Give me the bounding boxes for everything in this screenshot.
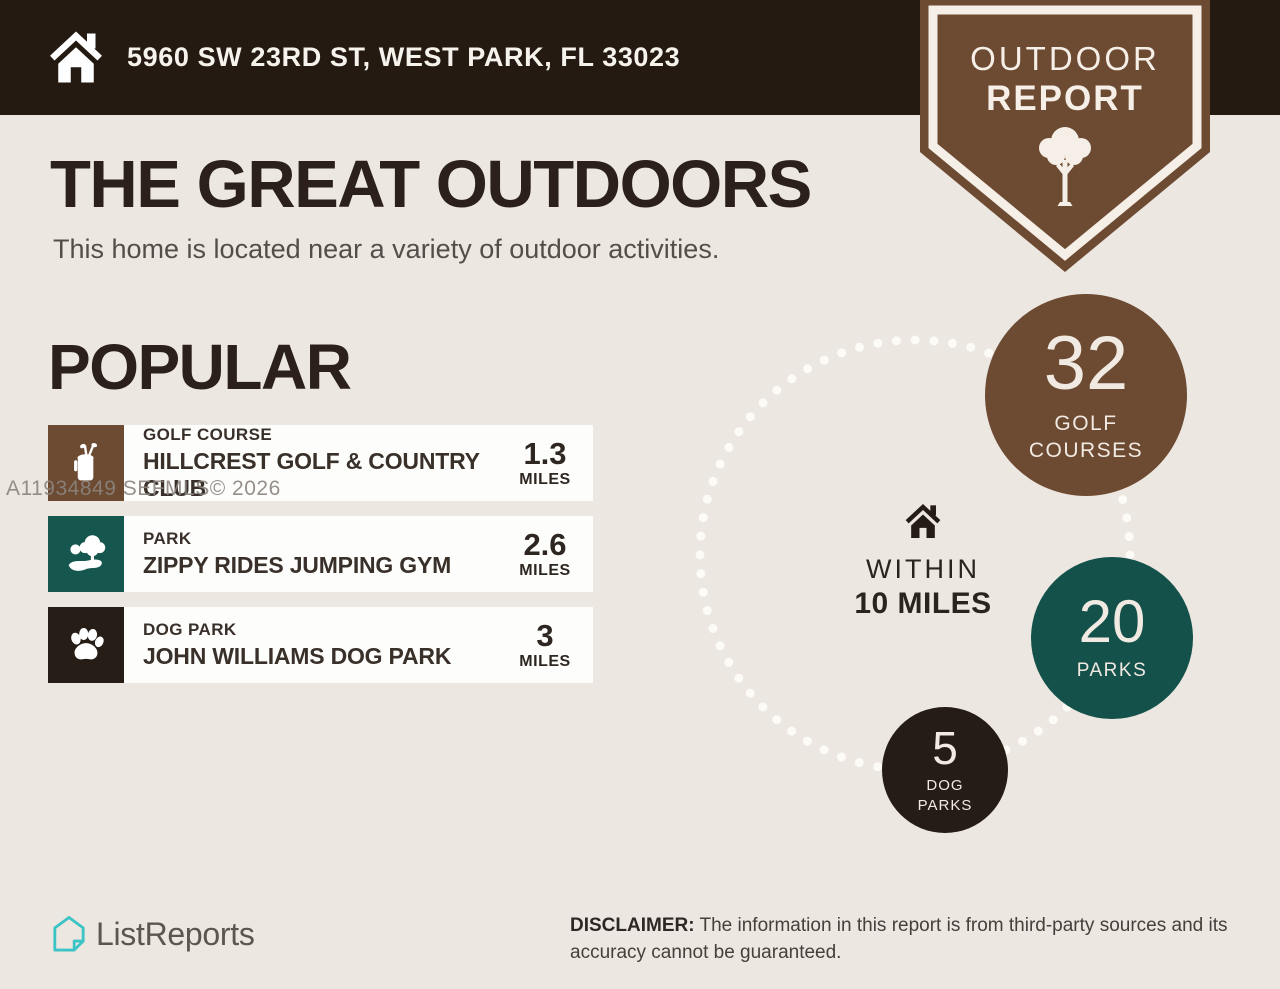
outdoor-report-ribbon: OUTDOOR REPORT <box>920 0 1210 274</box>
category-label: PARK <box>143 529 192 548</box>
page-subtitle: This home is located near a variety of o… <box>53 234 720 264</box>
ribbon-title-line1: OUTDOOR <box>970 40 1160 77</box>
list-item-body: DOG PARK JOHN WILLIAMS DOG PARK <box>124 607 497 683</box>
golf-courses-count: 32 <box>1043 320 1129 406</box>
distance-box: 1.3 MILES <box>497 425 593 501</box>
distance-unit: MILES <box>519 470 571 488</box>
category-label: DOG PARK <box>143 620 237 639</box>
bubble-label-line: GOLF <box>1054 411 1118 435</box>
place-name: JOHN WILLIAMS DOG PARK <box>143 643 452 669</box>
listreports-wordmark: ListReports <box>96 915 255 952</box>
paw-icon <box>71 628 104 660</box>
list-item-park: PARK ZIPPY RIDES JUMPING GYM 2.6 MILES <box>48 516 593 592</box>
bubble-label-line: PARKS <box>1076 660 1148 682</box>
golf-courses-bubble: 32 GOLF COURSES <box>985 294 1187 496</box>
parks-count: 20 <box>1078 588 1146 656</box>
category-label: GOLF COURSE <box>143 424 273 444</box>
distance-value: 3 <box>536 617 554 653</box>
list-item-body: GOLF COURSE HILLCREST GOLF & COUNTRY CLU… <box>124 425 497 501</box>
disclaimer-text: DISCLAIMER: The information in this repo… <box>570 913 1242 967</box>
disclaimer-body: The information in this report is from t… <box>570 915 1228 963</box>
list-item-golf-course: GOLF COURSE HILLCREST GOLF & COUNTRY CLU… <box>48 425 593 501</box>
dog-parks-count: 5 <box>932 722 958 774</box>
mls-watermark: A11934849 SEFMLS© 2026 <box>6 477 281 500</box>
golf-bag-icon <box>74 443 98 481</box>
bubble-label-line: DOG <box>926 777 964 794</box>
home-icon <box>50 31 102 83</box>
dog-park-icon-box <box>48 607 124 683</box>
park-tree-icon <box>68 535 106 571</box>
distance-value: 1.3 <box>523 435 567 471</box>
listreports-logo-icon <box>53 916 85 952</box>
tree-icon <box>1039 127 1091 206</box>
ribbon-title-line2: REPORT <box>986 79 1144 118</box>
list-item-body: PARK ZIPPY RIDES JUMPING GYM <box>124 516 497 592</box>
within-line2: 10 MILES <box>854 587 992 620</box>
disclaimer-label: DISCLAIMER: <box>570 915 695 936</box>
distance-unit: MILES <box>519 652 571 670</box>
parks-bubble: 20 PARKS <box>1031 557 1193 719</box>
property-address: 5960 SW 23RD ST, WEST PARK, FL 33023 <box>127 42 681 72</box>
place-name: HILLCREST GOLF & COUNTRY CLUB <box>143 447 480 501</box>
golf-icon-box <box>48 425 124 501</box>
dog-parks-bubble: 5 DOG PARKS <box>882 707 1008 833</box>
distance-box: 2.6 MILES <box>497 516 593 592</box>
within-line1: WITHIN <box>866 554 980 584</box>
page-title: THE GREAT OUTDOORS <box>50 147 812 222</box>
list-item-dog-park: DOG PARK JOHN WILLIAMS DOG PARK 3 MILES <box>48 607 593 683</box>
popular-heading: POPULAR <box>48 331 352 403</box>
within-radius-label: WITHIN 10 MILES <box>828 500 1018 621</box>
bubble-label-line: COURSES <box>1028 439 1144 462</box>
popular-list: GOLF COURSE HILLCREST GOLF & COUNTRY CLU… <box>48 425 593 683</box>
place-name: ZIPPY RIDES JUMPING GYM <box>143 552 452 578</box>
distance-value: 2.6 <box>523 526 567 562</box>
listreports-brand: ListReports <box>52 915 255 953</box>
home-icon-center <box>905 504 941 538</box>
park-icon-box <box>48 516 124 592</box>
dog-parks-label: DOG PARKS <box>918 776 973 815</box>
distance-box: 3 MILES <box>497 607 593 683</box>
bubble-label-line: PARKS <box>917 796 973 814</box>
distance-unit: MILES <box>519 561 571 579</box>
parks-label: PARKS <box>1077 659 1148 684</box>
golf-courses-label: GOLF COURSES <box>1029 410 1143 465</box>
